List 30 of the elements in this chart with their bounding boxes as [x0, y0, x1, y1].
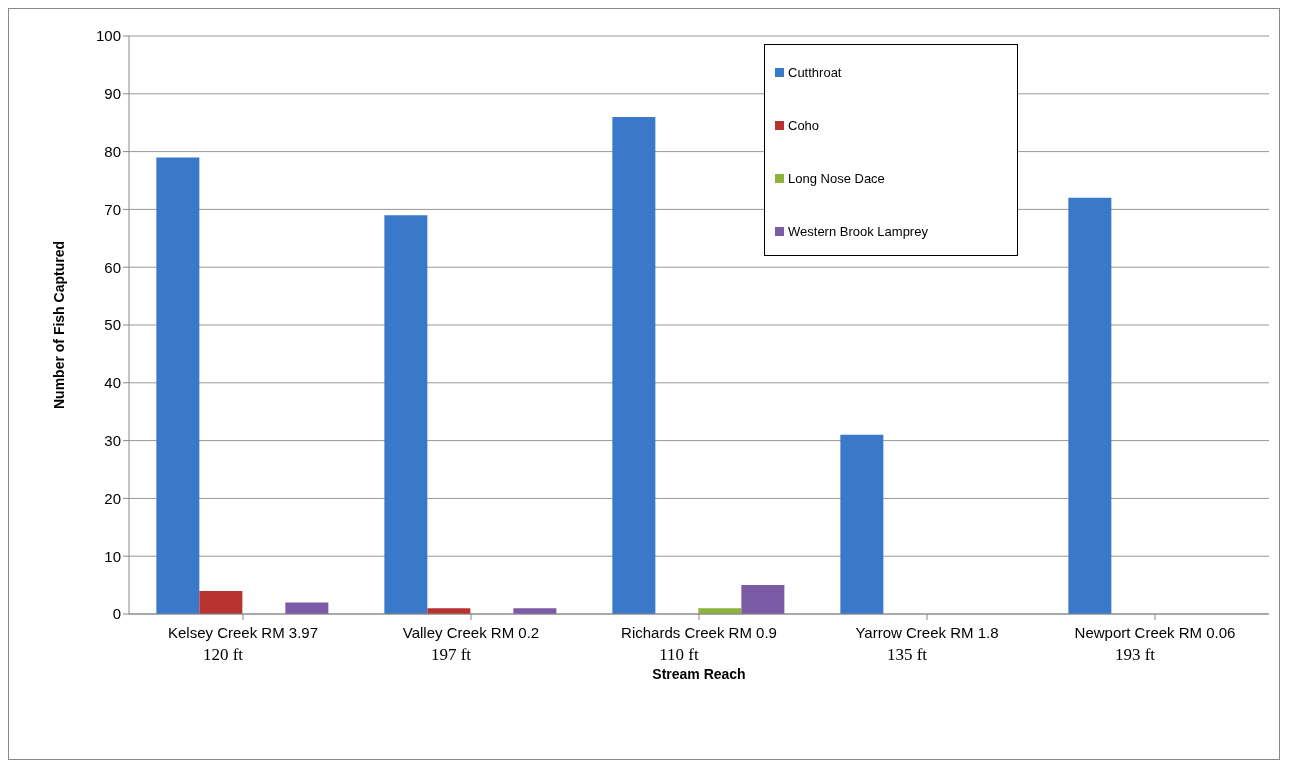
legend-label: Western Brook Lamprey: [788, 224, 928, 239]
bar: [741, 585, 785, 614]
bar: [285, 602, 329, 614]
legend-label: Cutthroat: [788, 65, 842, 80]
legend-label: Coho: [788, 118, 820, 133]
y-tick-label: 80: [104, 142, 121, 160]
bar: [1068, 197, 1112, 614]
y-tick-label: 70: [104, 200, 121, 218]
bar: [840, 434, 884, 614]
x-tick-label: Kelsey Creek RM 3.97 120 ft: [167, 624, 319, 664]
legend-label: Long Nose Dace: [788, 171, 885, 186]
y-tick-label: 60: [104, 258, 121, 276]
y-tick-label: 30: [104, 431, 121, 449]
bar: [156, 157, 200, 614]
y-tick-label: 0: [112, 605, 121, 623]
y-tick-label: 10: [104, 547, 121, 565]
bar: [199, 590, 243, 614]
x-tick-label: Richards Creek RM 0.9 110 ft: [621, 624, 777, 664]
x-axis-title: Stream Reach: [652, 666, 746, 682]
y-tick-label: 100: [95, 27, 121, 45]
y-tick-label: 40: [104, 374, 121, 392]
bar: [384, 215, 428, 614]
bar: [612, 116, 656, 614]
y-tick-label: 20: [104, 489, 121, 507]
y-axis-title: Number of Fish Captured: [50, 240, 67, 410]
x-tick-label: Newport Creek RM 0.06 193 ft: [1074, 624, 1236, 664]
x-tick-label: Yarrow Creek RM 1.8 135 ft: [855, 624, 999, 664]
y-tick-label: 50: [104, 316, 121, 334]
x-tick-label: Valley Creek RM 0.2 197 ft: [402, 624, 540, 664]
y-tick-label: 90: [104, 85, 121, 103]
